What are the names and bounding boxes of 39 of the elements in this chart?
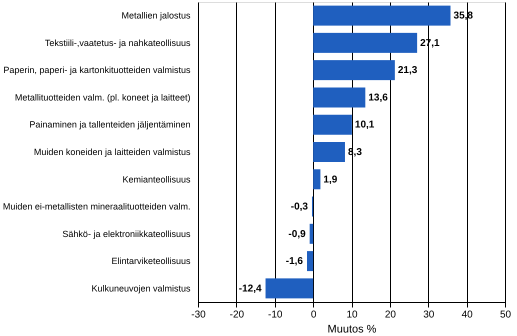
y-tick-label: Tekstiili-,vaatetus- ja nahkateollisuus — [44, 38, 191, 48]
y-tick-label: Paperin, paperi- ja kartonkituotteiden valmistus — [3, 65, 191, 76]
y-tick-label: Muiden koneiden ja laitteiden valmistus — [34, 147, 191, 157]
data-label: -0,3 — [290, 202, 308, 213]
y-tick-label: Elintarviketeollisuus — [111, 256, 191, 266]
data-label: -1,6 — [286, 256, 304, 268]
y-tick-label: Metallien jalostus — [121, 10, 191, 21]
bar — [313, 6, 451, 26]
data-label: 1,9 — [323, 174, 338, 186]
data-label: 10,1 — [354, 120, 375, 131]
y-tick-label: Muiden ei-metallisten mineraalituotteiden valm. — [2, 202, 190, 212]
bar — [313, 114, 352, 135]
y-tick-label: Kulkuneuvojen valmistus — [91, 283, 191, 294]
bar — [313, 142, 345, 162]
bar — [313, 87, 366, 108]
bar — [313, 60, 395, 80]
bar — [306, 251, 314, 272]
x-tick-label: 50 — [500, 310, 512, 320]
bar — [266, 278, 314, 298]
data-label: -12,4 — [238, 283, 262, 294]
x-axis-title: Muutos % — [328, 324, 377, 336]
x-tick-label: 40 — [462, 310, 474, 320]
y-tick-label: Metallituotteiden valm. (pl. koneet ja laitteet) — [14, 92, 190, 102]
x-tick-label: 0 — [310, 310, 317, 320]
data-label: 21,3 — [398, 65, 418, 76]
x-tick-label: 20 — [384, 310, 396, 320]
bar — [313, 169, 320, 190]
data-label: 13,6 — [368, 92, 388, 104]
x-tick-label: -30 — [191, 310, 206, 320]
y-tick-label: Painaminen ja tallenteiden jäljentäminen — [29, 120, 190, 130]
bar — [313, 32, 418, 53]
x-tick-label: 30 — [423, 310, 435, 320]
x-tick-label: -20 — [230, 310, 245, 320]
bar — [310, 224, 314, 244]
x-tick-label: -10 — [268, 310, 283, 320]
y-tick-label: Kemianteollisuus — [122, 174, 191, 184]
x-tick-label: 10 — [346, 310, 358, 320]
y-tick-label: Sähkö- ja elektroniikkateollisuus — [62, 228, 191, 239]
data-label: -0,9 — [288, 228, 306, 240]
